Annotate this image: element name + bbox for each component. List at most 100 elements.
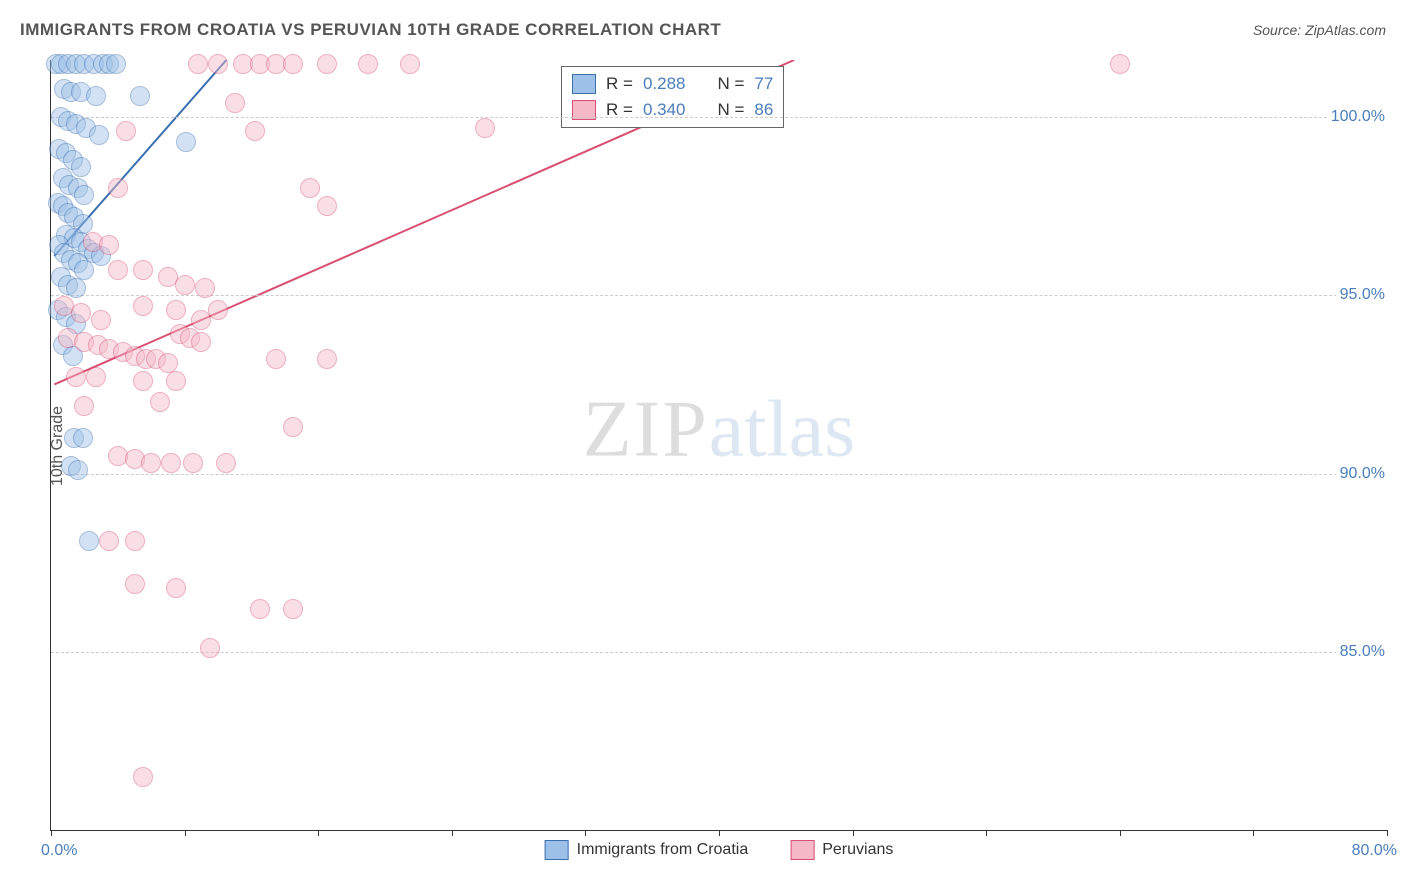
watermark-atlas: atlas	[709, 385, 856, 473]
data-point	[475, 118, 495, 138]
watermark-zip: ZIP	[583, 385, 709, 473]
r-value: 0.288	[643, 74, 686, 94]
stats-legend-row: R = 0.288 N = 77	[572, 71, 773, 97]
legend-swatch	[545, 840, 569, 860]
x-tick	[51, 830, 52, 836]
data-point	[108, 178, 128, 198]
data-point	[125, 531, 145, 551]
data-point	[86, 86, 106, 106]
data-point	[400, 54, 420, 74]
x-tick	[853, 830, 854, 836]
stats-legend: R = 0.288 N = 77 R =0.340N =86	[561, 66, 784, 128]
data-point	[74, 396, 94, 416]
data-point	[250, 599, 270, 619]
n-value: 77	[754, 74, 773, 94]
data-point	[283, 599, 303, 619]
data-point	[133, 260, 153, 280]
n-label: N =	[717, 74, 744, 94]
legend-swatch	[572, 74, 596, 94]
data-point	[133, 296, 153, 316]
data-point	[195, 278, 215, 298]
data-point	[79, 531, 99, 551]
x-axis-max-label: 80.0%	[1352, 842, 1397, 860]
r-label: R =	[606, 74, 633, 94]
data-point	[300, 178, 320, 198]
legend-item: Immigrants from Croatia	[539, 840, 755, 860]
data-point	[108, 260, 128, 280]
data-point	[116, 121, 136, 141]
legend-item: Peruvians	[784, 840, 899, 860]
data-point	[99, 531, 119, 551]
y-tick-label: 85.0%	[1336, 643, 1389, 661]
legend-label: Immigrants from Croatia	[577, 841, 749, 859]
data-point	[106, 54, 126, 74]
data-point	[66, 367, 86, 387]
data-point	[188, 54, 208, 74]
data-point	[1110, 54, 1130, 74]
data-point	[191, 332, 211, 352]
data-point	[283, 54, 303, 74]
y-tick-label: 90.0%	[1336, 465, 1389, 483]
data-point	[99, 235, 119, 255]
chart-title: IMMIGRANTS FROM CROATIA VS PERUVIAN 10TH…	[20, 20, 721, 40]
data-point	[166, 300, 186, 320]
x-tick	[986, 830, 987, 836]
data-point	[208, 54, 228, 74]
stats-legend-row: R =0.340N =86	[572, 97, 773, 123]
data-point	[133, 767, 153, 787]
gridline	[51, 295, 1387, 296]
x-tick	[452, 830, 453, 836]
trend-lines	[51, 60, 1387, 830]
x-axis-min-label: 0.0%	[41, 842, 77, 860]
data-point	[150, 392, 170, 412]
gridline	[51, 652, 1387, 653]
data-point	[283, 417, 303, 437]
data-point	[317, 54, 337, 74]
data-point	[91, 310, 111, 330]
watermark: ZIPatlas	[583, 384, 856, 475]
data-point	[74, 185, 94, 205]
data-point	[130, 86, 150, 106]
x-tick	[185, 830, 186, 836]
data-point	[175, 275, 195, 295]
x-tick	[1387, 830, 1388, 836]
data-point	[317, 349, 337, 369]
data-point	[71, 157, 91, 177]
data-point	[216, 453, 236, 473]
data-point	[86, 367, 106, 387]
data-point	[133, 371, 153, 391]
data-point	[183, 453, 203, 473]
series-legend: Immigrants from Croatia Peruvians	[539, 840, 900, 860]
data-point	[166, 578, 186, 598]
gridline	[51, 117, 1387, 118]
data-point	[161, 453, 181, 473]
data-point	[225, 93, 245, 113]
x-tick	[719, 830, 720, 836]
data-point	[176, 132, 196, 152]
scatter-plot-area: ZIPatlas R =0.288N =77R =0.340N =86 Immi…	[50, 60, 1387, 831]
legend-swatch	[790, 840, 814, 860]
data-point	[245, 121, 265, 141]
x-tick	[1253, 830, 1254, 836]
data-point	[68, 460, 88, 480]
data-point	[125, 574, 145, 594]
data-point	[71, 303, 91, 323]
legend-label: Peruvians	[822, 841, 893, 859]
source-attribution: Source: ZipAtlas.com	[1253, 22, 1386, 38]
x-tick	[318, 830, 319, 836]
data-point	[266, 349, 286, 369]
data-point	[66, 278, 86, 298]
data-point	[141, 453, 161, 473]
x-tick	[585, 830, 586, 836]
data-point	[89, 125, 109, 145]
gridline	[51, 474, 1387, 475]
y-tick-label: 95.0%	[1336, 286, 1389, 304]
data-point	[73, 428, 93, 448]
y-tick-label: 100.0%	[1327, 108, 1389, 126]
data-point	[317, 196, 337, 216]
x-tick	[1120, 830, 1121, 836]
data-point	[200, 638, 220, 658]
data-point	[358, 54, 378, 74]
data-point	[166, 371, 186, 391]
data-point	[208, 300, 228, 320]
